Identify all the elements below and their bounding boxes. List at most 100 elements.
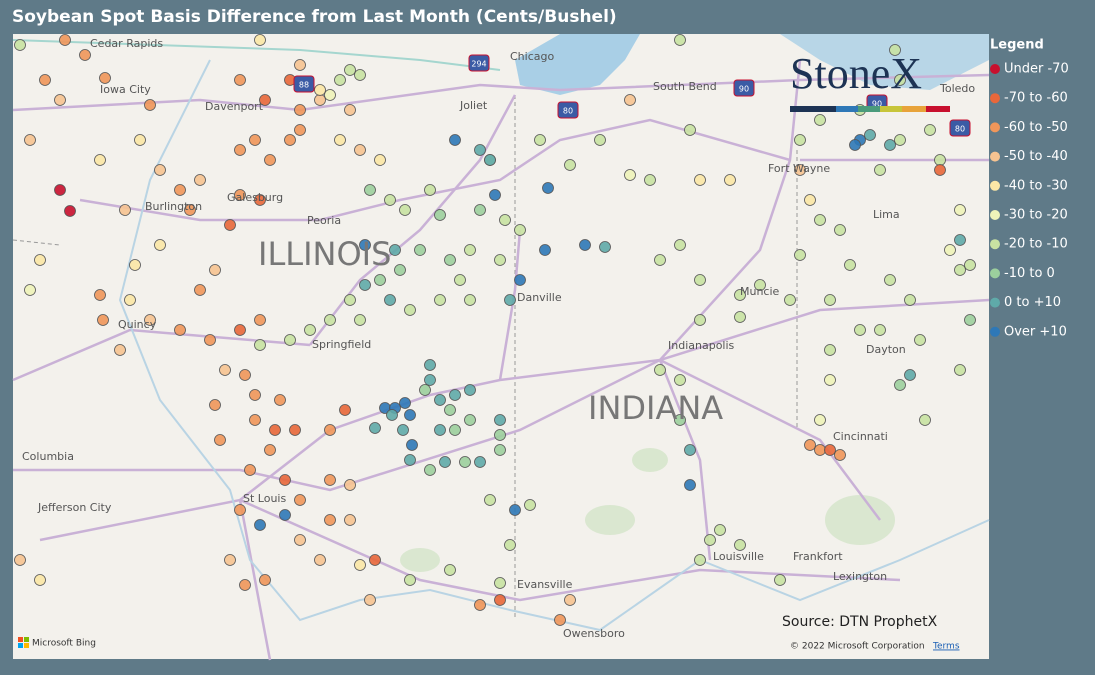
highway-number: 90 (739, 85, 749, 94)
station-dots (14, 34, 976, 626)
station-dot (494, 594, 506, 606)
station-dot (954, 364, 966, 376)
station-dot (259, 94, 271, 106)
station-dot (344, 64, 356, 76)
legend-swatch (990, 326, 1000, 337)
copyright: © 2022 Microsoft Corporation (790, 642, 925, 652)
station-dot (494, 577, 506, 589)
station-dot (694, 274, 706, 286)
station-dot (464, 244, 476, 256)
station-dot (324, 314, 336, 326)
station-dot (344, 294, 356, 306)
station-dot (344, 514, 356, 526)
station-dot (684, 479, 696, 491)
station-dot (214, 434, 226, 446)
station-dot (279, 474, 291, 486)
station-dot (874, 324, 886, 336)
station-dot (386, 409, 398, 421)
station-dot (354, 559, 366, 571)
station-dot (734, 289, 746, 301)
legend-swatch (990, 122, 1000, 133)
station-dot (814, 114, 826, 126)
station-dot (129, 259, 141, 271)
state-label: INDIANA (588, 389, 723, 427)
legend-swatch (990, 180, 1000, 191)
highway-number: 80 (563, 107, 573, 116)
highway-number: 294 (471, 60, 486, 69)
station-dot (419, 384, 431, 396)
station-dot (694, 314, 706, 326)
station-dot (674, 374, 686, 386)
city-label: Lima (873, 208, 900, 221)
legend-label: -60 to -50 (1004, 120, 1068, 135)
station-dot (534, 134, 546, 146)
station-dot (924, 124, 936, 136)
station-dot (254, 314, 266, 326)
station-dot (834, 224, 846, 236)
station-dot (449, 389, 461, 401)
city-label: Davenport (205, 100, 264, 113)
station-dot (954, 204, 966, 216)
station-dot (474, 456, 486, 468)
station-dot (254, 34, 266, 46)
station-dot (694, 554, 706, 566)
legend-swatch (990, 151, 1000, 162)
station-dot (264, 154, 276, 166)
station-dot (674, 239, 686, 251)
station-dot (424, 374, 436, 386)
legend-title: Legend (990, 38, 1044, 53)
station-dot (774, 574, 786, 586)
city-label: Dayton (866, 343, 906, 356)
station-dot (644, 174, 656, 186)
station-dot (234, 324, 246, 336)
station-dot (374, 154, 386, 166)
station-dot (364, 594, 376, 606)
station-dot (919, 414, 931, 426)
station-dot (124, 294, 136, 306)
station-dot (594, 134, 606, 146)
station-dot (254, 339, 266, 351)
station-dot (174, 184, 186, 196)
station-dot (354, 314, 366, 326)
station-dot (354, 144, 366, 156)
station-dot (964, 314, 976, 326)
logo-text: StoneX (790, 49, 922, 98)
station-dot (269, 424, 281, 436)
station-dot (499, 214, 511, 226)
station-dot (654, 364, 666, 376)
station-dot (864, 129, 876, 141)
station-dot (434, 294, 446, 306)
station-dot (324, 424, 336, 436)
station-dot (464, 414, 476, 426)
station-dot (184, 204, 196, 216)
station-dot (834, 449, 846, 461)
station-dot (314, 84, 326, 96)
station-dot (724, 174, 736, 186)
bing-text: Microsoft Bing (32, 639, 96, 649)
station-dot (99, 72, 111, 84)
city-label: Iowa City (100, 83, 151, 96)
station-dot (934, 154, 946, 166)
station-dot (339, 404, 351, 416)
station-dot (239, 579, 251, 591)
station-dot (964, 259, 976, 271)
city-label: Louisville (713, 550, 764, 563)
terms-link[interactable]: Terms (932, 642, 960, 652)
station-dot (849, 139, 861, 151)
station-dot (239, 369, 251, 381)
highway-shield (557, 101, 579, 119)
station-dot (324, 514, 336, 526)
station-dot (364, 184, 376, 196)
legend-swatch (990, 239, 1000, 250)
station-dot (904, 369, 916, 381)
station-dot (844, 259, 856, 271)
station-dot (294, 534, 306, 546)
city-label: Evansville (517, 578, 573, 591)
logo: StoneX (790, 49, 950, 112)
station-dot (424, 359, 436, 371)
map-labels: Cedar Rapids Iowa City Davenport Chicago Sou… (22, 37, 975, 640)
station-dot (804, 439, 816, 451)
station-dot (564, 159, 576, 171)
station-dot (404, 574, 416, 586)
station-dot (314, 94, 326, 106)
